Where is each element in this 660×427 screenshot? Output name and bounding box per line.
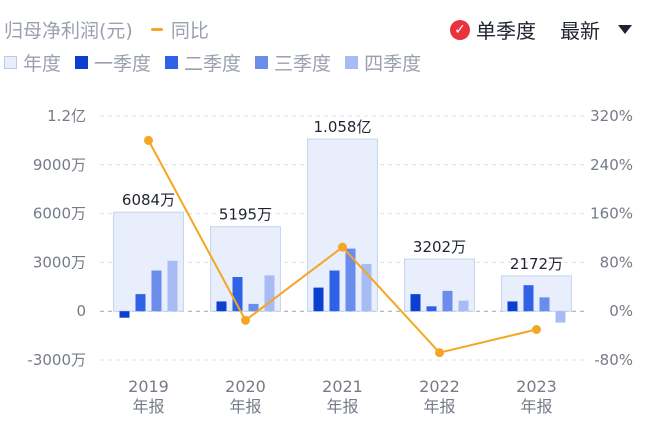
quarter-bar <box>426 306 437 312</box>
x-tick-suffix: 年报 <box>229 397 261 416</box>
y-left-tick-label: 1.2亿 <box>47 107 86 125</box>
legend-item-annual[interactable]: 年度 <box>4 49 61 76</box>
annual-value-label: 3202万 <box>413 238 466 256</box>
annual-value-label: 5195万 <box>219 206 272 224</box>
single-quarter-toggle[interactable]: 单季度 <box>476 19 536 43</box>
quarter-bar <box>151 270 162 312</box>
x-tick-suffix: 年报 <box>326 397 358 416</box>
x-tick-suffix: 年报 <box>520 397 552 416</box>
quarter-bar <box>539 297 550 312</box>
legend-swatch <box>255 56 269 69</box>
quarter-bar <box>329 270 340 312</box>
x-tick-year: 2019 <box>128 377 169 396</box>
legend-item-q3[interactable]: 三季度 <box>255 49 331 76</box>
y-left-tick-label: 0 <box>76 302 86 320</box>
quarter-bar <box>458 300 469 312</box>
x-tick-year: 2023 <box>516 377 557 396</box>
checked-icon[interactable]: ✓ <box>450 19 470 40</box>
x-tick-year: 2020 <box>225 377 266 396</box>
quarter-bar <box>135 294 146 312</box>
y-left-tick-label: 3000万 <box>33 253 86 271</box>
y-right-tick-label: -80% <box>594 351 633 369</box>
legend-label: 二季度 <box>184 53 242 75</box>
legend-swatch <box>75 56 89 69</box>
quarter-bar <box>232 277 243 312</box>
y-left-tick-label: 6000万 <box>33 205 86 223</box>
quarter-bar <box>264 275 275 312</box>
annual-value-label: 1.058亿 <box>314 118 372 136</box>
y-right-tick-label: 160% <box>590 205 633 223</box>
quarter-bar <box>523 285 534 312</box>
yoy-legend-marker <box>150 28 163 31</box>
yoy-point <box>241 315 250 325</box>
quarter-bar <box>361 264 372 312</box>
caret-down-icon[interactable] <box>618 25 632 34</box>
chart-title: 归母净利润(元) <box>4 20 133 42</box>
quarter-bar <box>555 311 566 323</box>
y-right-tick-label: 0% <box>609 302 633 320</box>
y-right-tick-label: 80% <box>600 253 633 271</box>
legend-label: 一季度 <box>94 53 152 75</box>
title-line: 归母净利润(元) 同比 <box>4 16 209 43</box>
yoy-point <box>338 242 347 252</box>
quarter-bar <box>248 303 259 312</box>
legend-label: 四季度 <box>364 53 422 75</box>
quarter-bar <box>119 311 130 318</box>
quarter-bar <box>313 287 324 312</box>
y-left-tick-label: 9000万 <box>33 156 86 174</box>
yoy-point <box>532 325 541 334</box>
legend-swatch <box>345 56 359 69</box>
annual-value-label: 2172万 <box>510 255 563 273</box>
legend-swatch <box>4 56 17 69</box>
legend: 年度 一季度 二季度 三季度 四季度 <box>4 49 435 76</box>
legend-label: 年度 <box>23 53 62 75</box>
latest-dropdown-label[interactable]: 最新 <box>560 19 600 43</box>
y-right-tick-label: 320% <box>590 107 633 125</box>
quarter-bar <box>442 290 453 312</box>
legend-swatch <box>165 56 179 69</box>
x-tick-year: 2022 <box>419 377 460 396</box>
yoy-point <box>435 348 444 358</box>
legend-label: 三季度 <box>274 53 332 75</box>
y-right-tick-label: 240% <box>590 156 633 174</box>
x-tick-suffix: 年报 <box>132 397 164 416</box>
quarter-bar <box>167 260 178 312</box>
quarter-bar <box>345 248 356 312</box>
chart-controls: ✓ 单季度 最新 <box>450 15 632 44</box>
legend-item-q4[interactable]: 四季度 <box>345 49 421 76</box>
annual-value-label: 6084万 <box>122 191 175 209</box>
x-tick-year: 2021 <box>322 377 363 396</box>
quarter-bar <box>216 301 227 312</box>
y-left-tick-label: -3000万 <box>27 351 86 369</box>
yoy-point <box>144 135 153 145</box>
legend-item-q2[interactable]: 二季度 <box>165 49 241 76</box>
x-tick-suffix: 年报 <box>423 397 455 416</box>
yoy-legend-label: 同比 <box>170 20 209 42</box>
legend-item-q1[interactable]: 一季度 <box>75 49 151 76</box>
quarter-bar <box>507 301 518 312</box>
quarter-bar <box>410 294 421 312</box>
chart-header: 归母净利润(元) 同比 ✓ 单季度 最新 年度 一季度 二季度 三季度 四季度 <box>0 0 660 80</box>
